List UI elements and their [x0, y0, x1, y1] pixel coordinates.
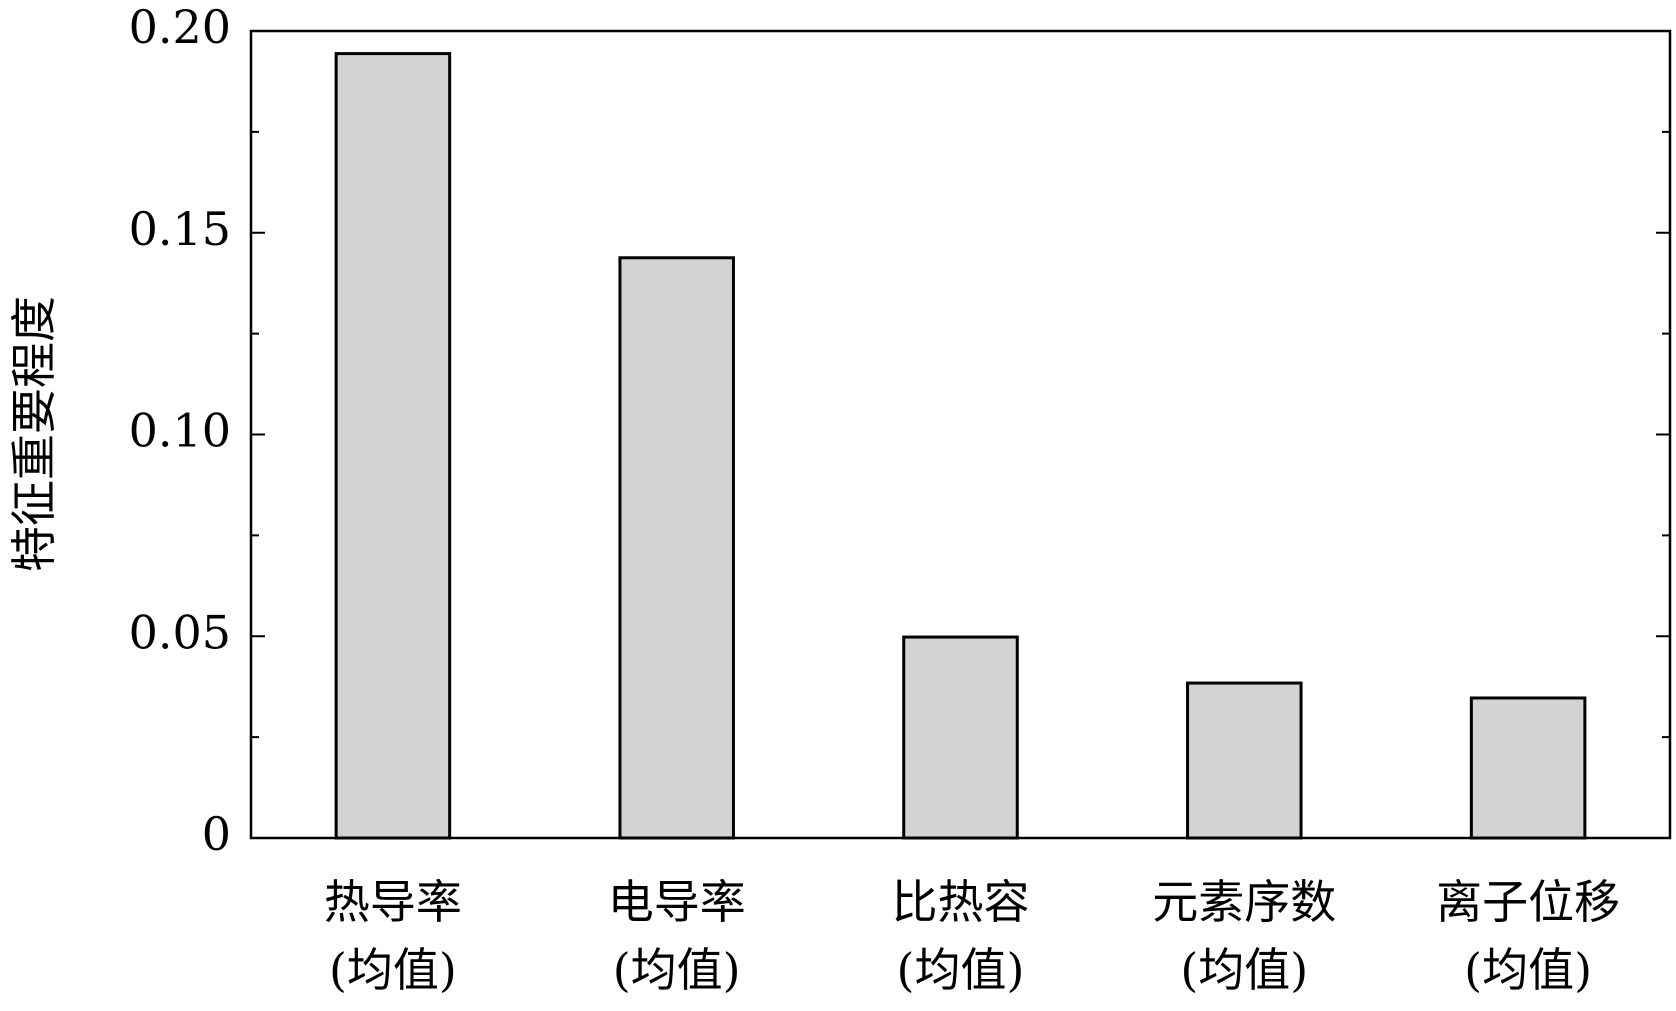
x-tick-label: 电导率 (均值): [607, 875, 746, 997]
y-axis-label: 特征重要程度: [7, 296, 61, 572]
y-tick-label: 0.15: [129, 202, 231, 256]
x-tick-label: 比热容 (均值): [891, 875, 1030, 997]
plot-frame: [249, 29, 1672, 840]
bar: [1186, 681, 1303, 840]
bar: [618, 256, 735, 840]
x-tick-label: 离子位移 (均值): [1436, 875, 1621, 997]
y-tick-label: 0.20: [129, 0, 231, 54]
y-tick-label: 0.10: [129, 404, 231, 458]
x-tick-label: 元素序数 (均值): [1152, 875, 1337, 997]
bar: [1469, 696, 1587, 840]
bar: [334, 52, 452, 840]
bar: [902, 635, 1019, 840]
y-tick-label: 0.05: [129, 605, 231, 659]
x-tick-label: 热导率 (均值): [323, 875, 462, 997]
y-tick-label: 0: [202, 807, 231, 861]
